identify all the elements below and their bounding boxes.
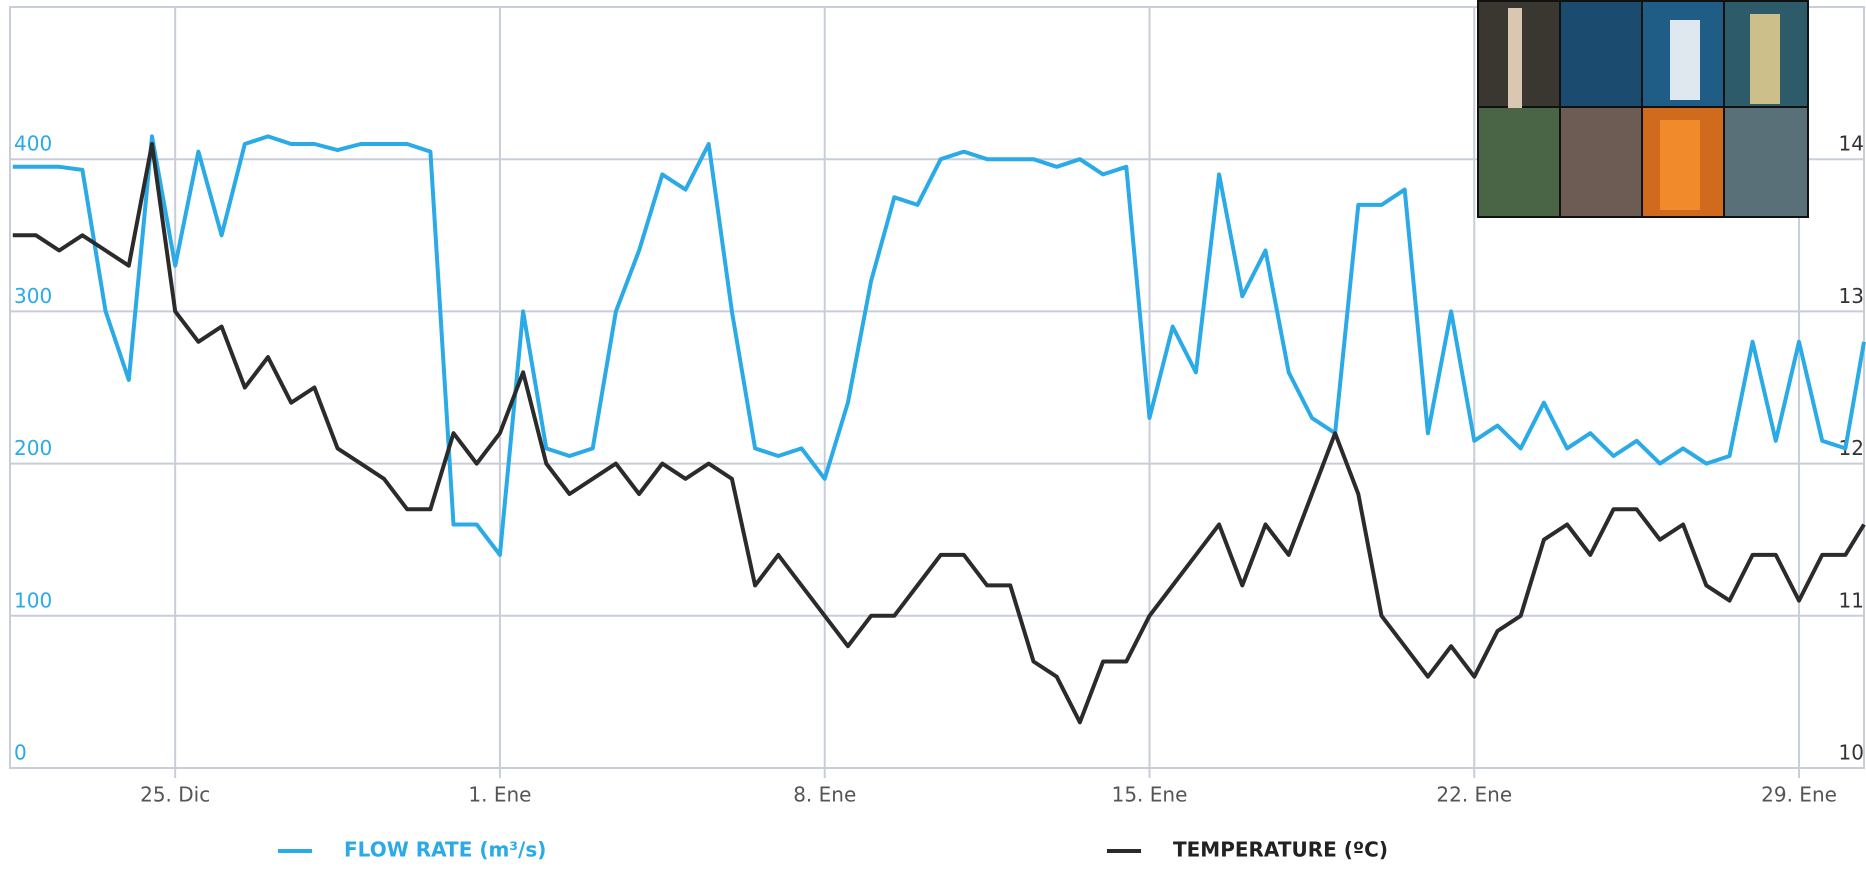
y-tick-label: 200 — [14, 436, 52, 460]
legend-label: FLOW RATE (m³/s) — [344, 838, 546, 862]
x-tick-label: 8. Ene — [793, 783, 856, 807]
y-tick-label: 0 — [14, 741, 27, 765]
x-tick-label: 22. Ene — [1436, 783, 1512, 807]
y-tick-label: 300 — [14, 284, 52, 308]
y2-tick-label: 14 — [1839, 132, 1864, 156]
thumbnail-photo — [1477, 0, 1809, 218]
x-tick-label: 1. Ene — [468, 783, 531, 807]
y2-tick-label: 11 — [1839, 588, 1864, 612]
x-tick-label: 29. Ene — [1761, 783, 1837, 807]
y2-tick-label: 13 — [1839, 284, 1864, 308]
y2-tick-label: 10 — [1839, 741, 1864, 765]
x-tick-label: 25. Dic — [140, 783, 210, 807]
x-tick-label: 15. Ene — [1112, 783, 1188, 807]
y-tick-label: 100 — [14, 588, 52, 612]
data-line — [12, 134, 1866, 557]
data-line — [12, 142, 1866, 725]
y-tick-label: 400 — [14, 132, 52, 156]
legend-label: TEMPERATURE (ºC) — [1173, 838, 1388, 862]
